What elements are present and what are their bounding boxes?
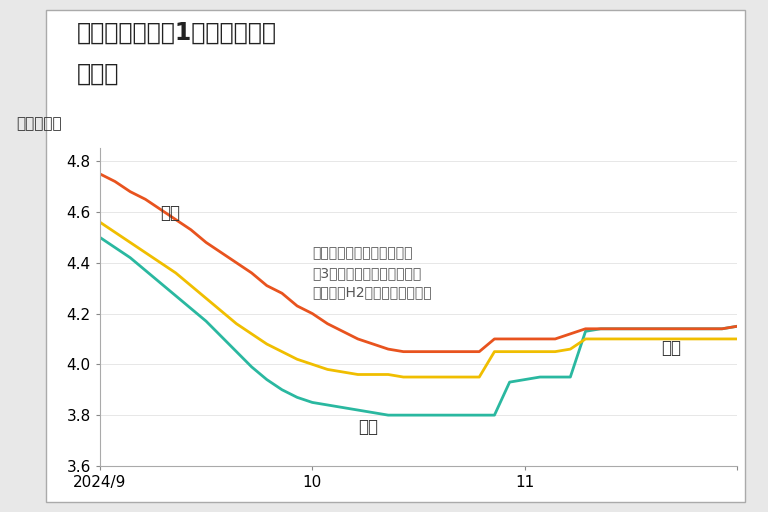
Text: 日本鉄スクラップ総合価格
（3地区電炉メーカー購入価
格平均、H2、産業新聞調べ）: 日本鉄スクラップ総合価格 （3地区電炉メーカー購入価 格平均、H2、産業新聞調べ…	[313, 246, 432, 299]
Text: 横ばい: 横ばい	[77, 61, 119, 86]
Text: 中部: 中部	[661, 339, 681, 357]
Text: 関東: 関東	[358, 418, 378, 436]
Text: 関西: 関西	[161, 204, 180, 222]
Text: 万円／トン: 万円／トン	[16, 116, 62, 131]
Text: 東名阪相場は約1カ月おおむね: 東名阪相場は約1カ月おおむね	[77, 20, 276, 45]
